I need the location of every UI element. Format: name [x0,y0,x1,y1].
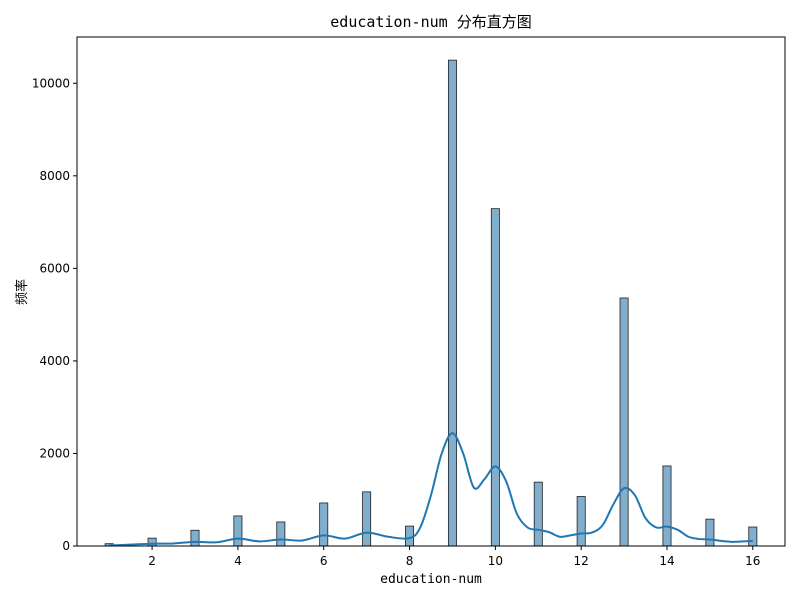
histogram-bar [748,526,758,547]
histogram-bar [362,491,372,547]
x-axis-ticks: 2 4 6 8 10 12 14 16 [148,546,760,568]
x-tick-label: 12 [574,554,589,568]
y-tick-label: 8000 [39,169,70,183]
x-tick-label: 16 [745,554,760,568]
x-axis-title: education-num [380,572,482,587]
plot-background [77,37,785,546]
x-tick-label: 4 [234,554,242,568]
histogram-bar [147,537,157,547]
y-tick-label: 6000 [39,261,70,275]
y-tick-label: 4000 [39,354,70,368]
histogram-bar [276,521,286,547]
histogram-bar [705,518,715,547]
histogram-bar [447,59,457,547]
y-axis-title: 频率 [14,279,30,305]
chart-title: education-num 分布直方图 [330,13,531,31]
x-tick-label: 10 [488,554,503,568]
x-tick-label: 2 [148,554,156,568]
histogram-bar [190,529,200,547]
histogram-bar [319,502,329,547]
kde-curve [109,432,753,547]
histogram-bar [619,297,629,547]
x-tick-label: 14 [659,554,674,568]
y-tick-label: 10000 [32,76,70,90]
histogram-bar [576,496,586,547]
plot-frame [76,36,786,547]
x-tick-label: 8 [406,554,414,568]
histogram-bar [533,481,543,547]
histogram-bar [233,515,243,547]
histogram-bar [662,465,672,547]
x-tick-label: 6 [320,554,328,568]
y-tick-label: 2000 [39,446,70,460]
y-tick-label: 0 [62,539,70,553]
kde-layer [109,432,753,547]
histogram-bar [490,208,500,547]
y-axis-ticks: 0 2000 4000 6000 8000 10000 [32,76,77,553]
